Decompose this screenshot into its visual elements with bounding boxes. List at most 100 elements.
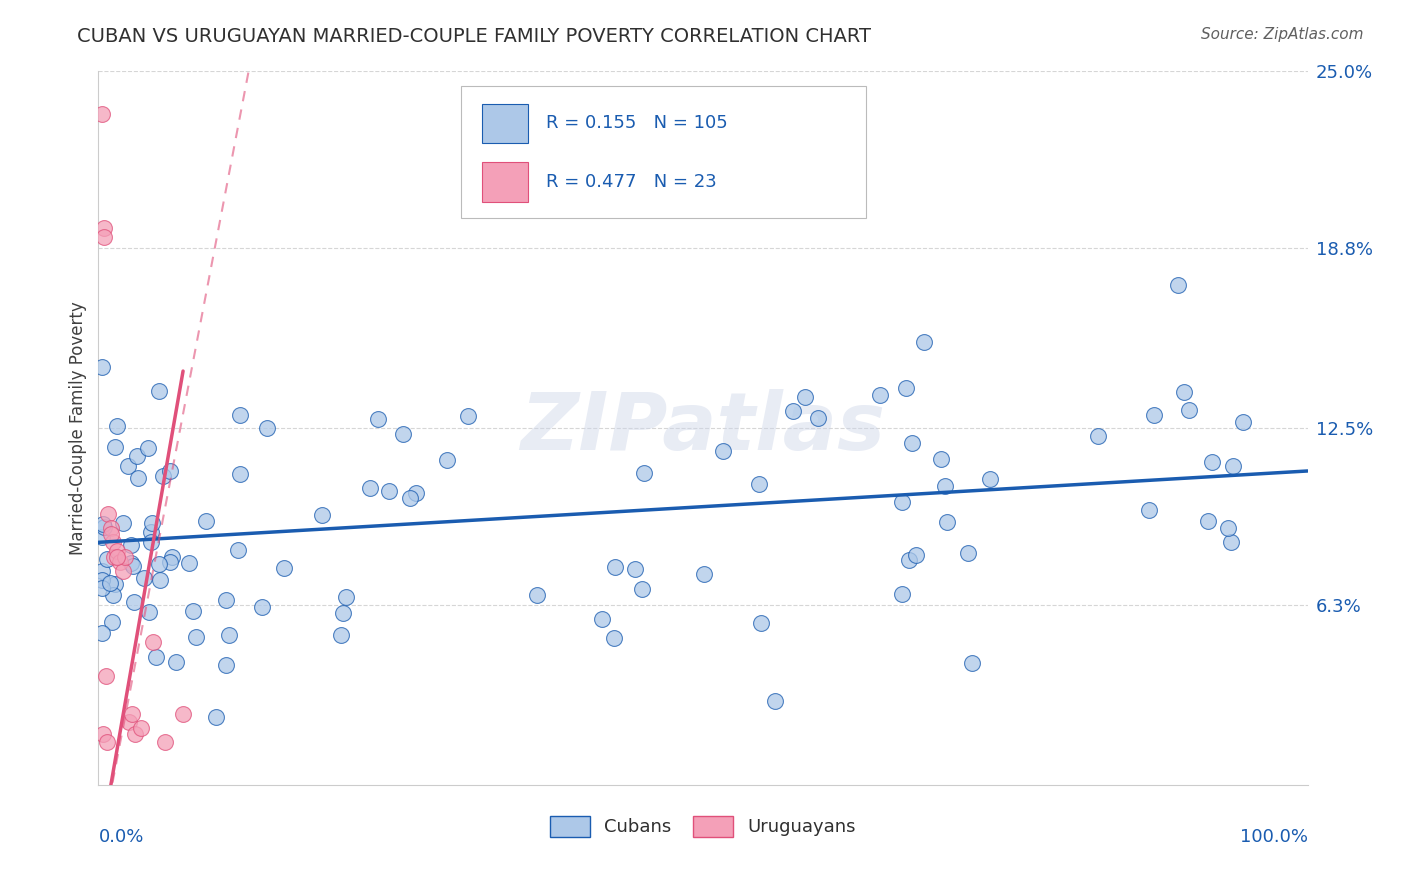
Point	[117, 459, 139, 474]
Point	[94, 669, 117, 683]
Point	[129, 721, 152, 735]
Point	[96, 735, 118, 749]
Point	[91, 581, 114, 595]
Text: ZIPatlas: ZIPatlas	[520, 389, 886, 467]
Point	[1173, 384, 1195, 399]
Point	[633, 466, 655, 480]
Point	[218, 628, 240, 642]
Point	[96, 552, 118, 566]
Text: CUBAN VS URUGUAYAN MARRIED-COUPLE FAMILY POVERTY CORRELATION CHART: CUBAN VS URUGUAYAN MARRIED-COUPLE FAMILY…	[77, 27, 872, 45]
Point	[100, 521, 122, 535]
Point	[807, 411, 830, 425]
Point	[1178, 402, 1201, 417]
Point	[160, 549, 183, 564]
Point	[1201, 455, 1223, 469]
Point	[100, 526, 122, 541]
Point	[905, 548, 928, 562]
Point	[1143, 408, 1166, 422]
Point	[125, 449, 148, 463]
Point	[602, 631, 624, 645]
Point	[623, 562, 645, 576]
Point	[141, 516, 163, 530]
Point	[104, 577, 127, 591]
Point	[145, 649, 167, 664]
Point	[101, 535, 124, 549]
Point	[398, 491, 420, 505]
Point	[142, 635, 165, 649]
Point	[1197, 514, 1219, 528]
FancyBboxPatch shape	[461, 86, 866, 218]
Point	[91, 574, 114, 588]
FancyBboxPatch shape	[482, 162, 527, 202]
Point	[900, 436, 922, 450]
Point	[177, 556, 200, 570]
Point	[91, 564, 114, 578]
Point	[91, 530, 114, 544]
Point	[273, 561, 295, 575]
Point	[97, 507, 120, 521]
Point	[1232, 415, 1254, 429]
Point	[138, 605, 160, 619]
Point	[124, 595, 146, 609]
Point	[105, 549, 128, 564]
Text: Source: ZipAtlas.com: Source: ZipAtlas.com	[1201, 27, 1364, 42]
Point	[93, 230, 115, 244]
Point	[311, 508, 333, 523]
Point	[526, 588, 548, 602]
Point	[1218, 521, 1240, 535]
Point	[960, 656, 983, 670]
Text: 0.0%: 0.0%	[98, 828, 143, 846]
Point	[148, 384, 170, 399]
Point	[101, 588, 124, 602]
Point	[692, 567, 714, 582]
Text: 100.0%: 100.0%	[1240, 828, 1308, 846]
Point	[215, 592, 238, 607]
Point	[894, 380, 917, 394]
Text: R = 0.155   N = 105: R = 0.155 N = 105	[546, 114, 727, 132]
Point	[898, 552, 921, 566]
Point	[359, 481, 381, 495]
Point	[121, 706, 143, 721]
Point	[132, 571, 155, 585]
Point	[378, 484, 401, 499]
Point	[120, 556, 142, 570]
Point	[127, 471, 149, 485]
Point	[153, 735, 176, 749]
Point	[1137, 503, 1160, 517]
Point	[118, 715, 141, 730]
Legend: Cubans, Uruguayans: Cubans, Uruguayans	[543, 808, 863, 844]
Point	[93, 221, 115, 235]
Point	[172, 706, 194, 721]
Point	[105, 544, 128, 558]
Point	[330, 628, 353, 642]
Point	[181, 604, 204, 618]
Point	[869, 387, 891, 401]
Point	[91, 726, 114, 740]
Point	[124, 726, 146, 740]
Point	[91, 359, 114, 374]
Point	[794, 390, 817, 404]
Point	[104, 440, 127, 454]
Point	[195, 515, 218, 529]
Point	[1167, 278, 1189, 293]
Point	[332, 606, 354, 620]
Point	[114, 549, 136, 564]
Point	[139, 524, 162, 539]
Point	[108, 555, 131, 569]
Point	[215, 657, 238, 672]
FancyBboxPatch shape	[482, 103, 527, 143]
Point	[139, 535, 162, 549]
Point	[91, 625, 114, 640]
Point	[91, 107, 114, 121]
Point	[122, 559, 145, 574]
Point	[149, 573, 172, 587]
Point	[931, 451, 953, 466]
Point	[935, 515, 957, 529]
Point	[457, 409, 479, 424]
Point	[1222, 458, 1244, 473]
Point	[93, 520, 115, 534]
Point	[979, 472, 1001, 486]
Point	[204, 710, 226, 724]
Point	[101, 615, 124, 630]
Point	[436, 453, 458, 467]
